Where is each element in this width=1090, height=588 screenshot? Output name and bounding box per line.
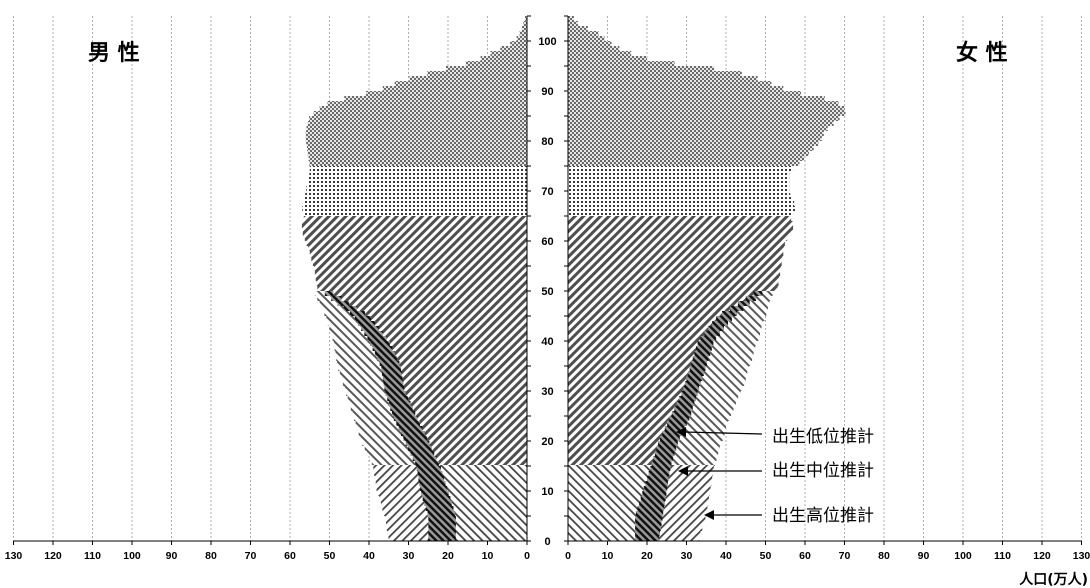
annotation-high-arrowhead [704, 510, 714, 520]
female-low-young-bar [568, 465, 652, 541]
male-x-tick-label: 130 [5, 550, 23, 562]
female-x-tick-label: 110 [994, 550, 1011, 562]
male-x-tick-label: 120 [44, 550, 62, 562]
male-age50-64-bar [301, 216, 527, 291]
age-tick-label: 100 [538, 36, 556, 48]
male-x-tick-label: 40 [363, 550, 375, 562]
age-tick-label: 20 [541, 436, 553, 448]
female-x-tick-label: 60 [799, 550, 811, 562]
annotation-low-arrowhead [676, 427, 686, 437]
male-x-tick-label: 20 [442, 550, 454, 562]
annotation-low-arrow [683, 431, 763, 435]
female-x-tick-label: 100 [954, 550, 972, 562]
female-x-tick-label: 80 [878, 550, 890, 562]
age-tick-label: 70 [541, 186, 553, 198]
female-x-tick-label: 50 [760, 550, 772, 562]
male-x-tick-label: 0 [524, 550, 530, 562]
female-x-tick-label: 90 [918, 550, 930, 562]
female-panel-label: 女 性 [956, 40, 1008, 66]
age-tick-label: 60 [541, 236, 553, 248]
age-tick-label: 90 [541, 86, 553, 98]
female-x-tick-label: 120 [1033, 550, 1051, 562]
age-tick-label: 0 [544, 536, 550, 548]
age-tick-label: 30 [541, 386, 553, 398]
female-x-tick-label: 0 [565, 550, 571, 562]
male-panel-label: 男 性 [88, 41, 140, 66]
age-tick-label: 50 [541, 286, 553, 298]
male-x-tick-label: 70 [245, 550, 257, 562]
male-x-tick-label: 10 [482, 550, 494, 562]
male-x-tick-label: 30 [403, 550, 415, 562]
male-low-young-bar [438, 465, 527, 541]
annotation-mid-arrowhead [678, 466, 688, 476]
male-age65-74-bar [302, 166, 527, 216]
annotation-high-label: 出生高位推計 [772, 506, 874, 526]
female-x-tick-label: 40 [720, 550, 732, 562]
age-tick-label: 40 [541, 336, 553, 348]
female-x-tick-label: 30 [681, 550, 693, 562]
pyramid-bars [301, 16, 846, 541]
female-x-tick-label: 130 [1073, 550, 1090, 562]
male-x-tick-label: 90 [166, 550, 178, 562]
annotation-group: 出生低位推計 出生中位推計 出生高位推計 [676, 427, 874, 526]
male-x-tick-label: 110 [84, 550, 101, 562]
male-x-tick-label: 80 [205, 550, 217, 562]
x-axis-unit-label: 人口(万人) [1019, 571, 1088, 588]
female-x-tick-label: 20 [641, 550, 653, 562]
male-x-tick-label: 50 [324, 550, 336, 562]
male-age75plus-bar [305, 16, 527, 166]
male-x-tick-label: 100 [123, 550, 141, 562]
axes: 130 120 110 100 90 80 70 60 50 40 30 20 10 0 0 10 20 30 40… [5, 15, 1090, 562]
male-low-bar [333, 291, 527, 465]
age-tick-label: 10 [541, 486, 553, 498]
male-x-tick-label: 60 [284, 550, 296, 562]
annotation-mid-label: 出生中位推計 [772, 461, 874, 481]
female-age50-64-bar [568, 216, 794, 291]
female-age65-74-bar [568, 166, 797, 216]
age-tick-label: 80 [541, 136, 553, 148]
annotation-low-label: 出生低位推計 [772, 427, 874, 447]
female-x-tick-label: 10 [602, 550, 614, 562]
female-age75plus-bar [568, 16, 846, 166]
female-low-bar [568, 291, 754, 465]
female-x-tick-label: 70 [839, 550, 851, 562]
